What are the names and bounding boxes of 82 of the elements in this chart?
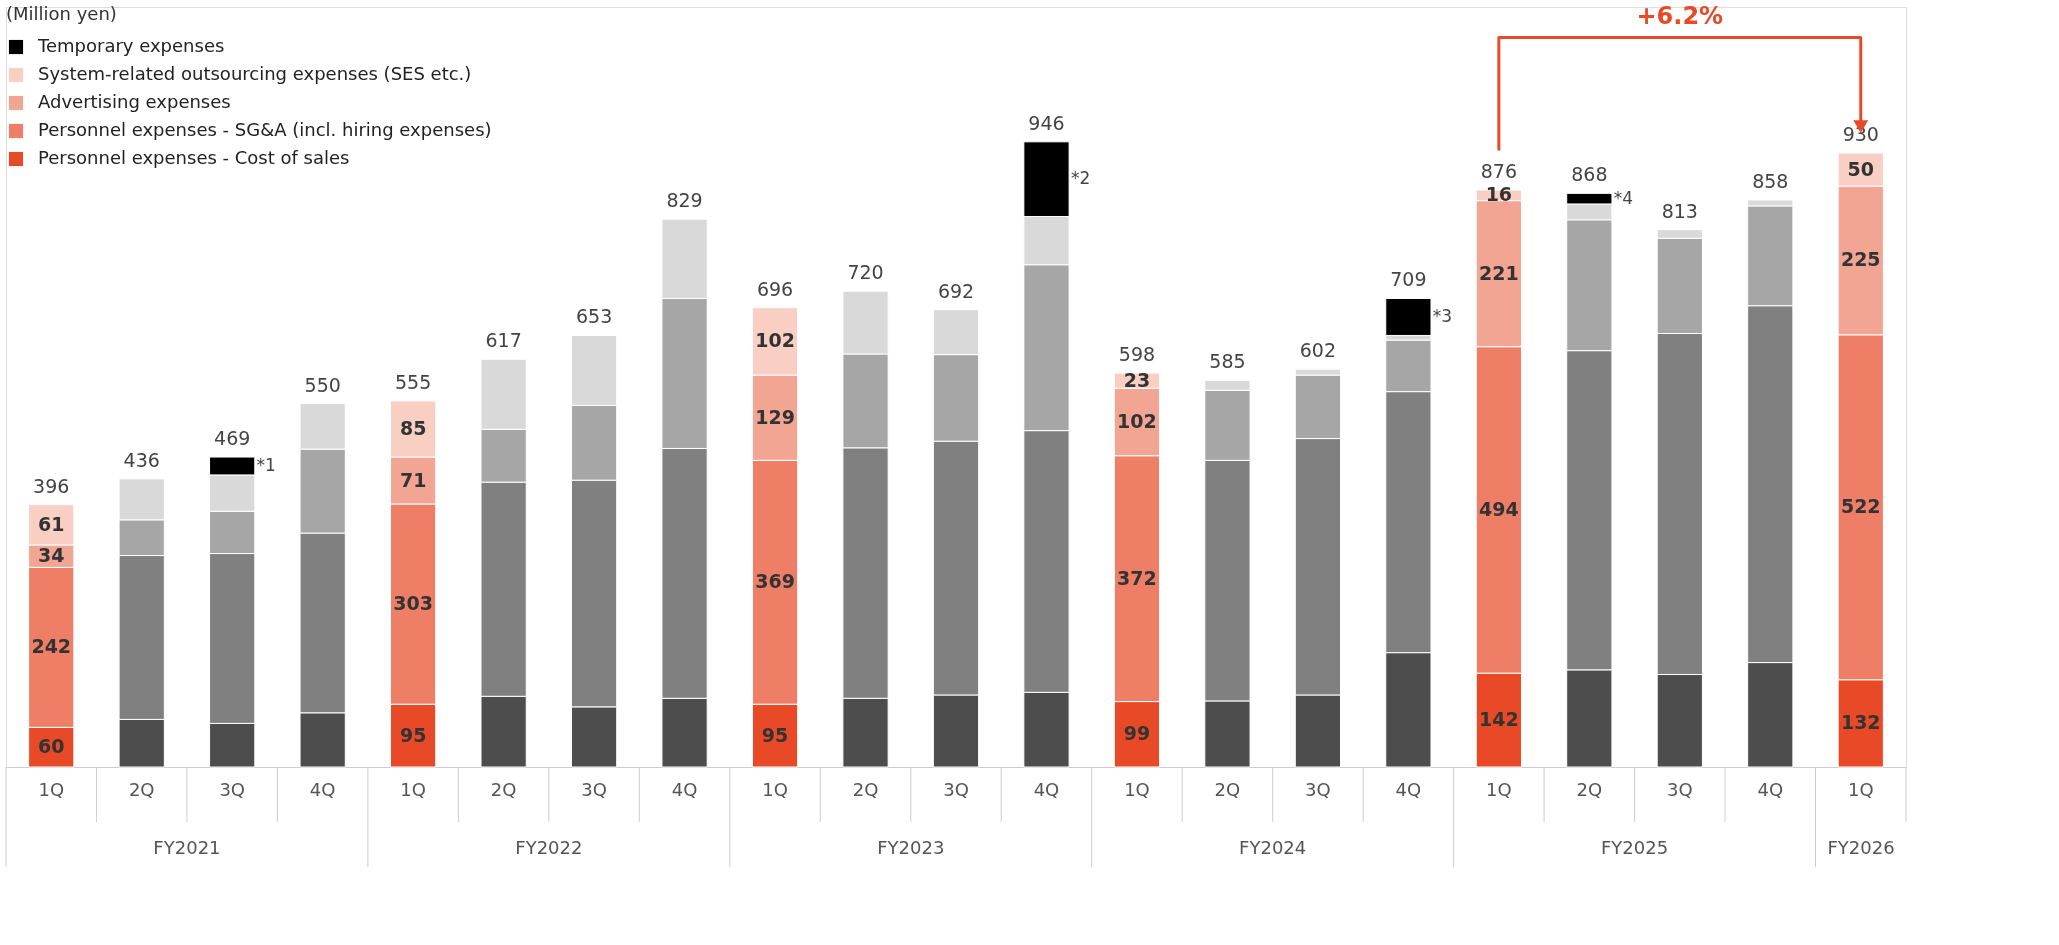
x-tick-label: 3Q	[1667, 778, 1693, 800]
x-tick-label: 3Q	[581, 778, 607, 800]
x-tick-label: 4Q	[1033, 778, 1060, 800]
annotation: *2	[1070, 168, 1091, 189]
data-label: 50	[1847, 157, 1874, 180]
x-tick-label: 2Q	[128, 778, 155, 800]
x-tick-label: 2Q	[490, 778, 517, 800]
x-tick-label: 3Q	[1305, 778, 1331, 800]
total-label: 653	[575, 305, 613, 328]
data-label: 494	[1479, 497, 1519, 520]
data-label: 303	[393, 592, 433, 615]
legend-label: Personnel expenses - Cost of sales	[38, 147, 350, 168]
total-label: 813	[1661, 199, 1698, 222]
data-label: 142	[1479, 708, 1519, 731]
x-tick-label: 1Q	[400, 778, 426, 800]
x-tick-label: 4Q	[309, 778, 336, 800]
total-label: 868	[1571, 163, 1608, 186]
total-label: 396	[33, 474, 70, 497]
x-tick-label: 1Q	[1847, 778, 1874, 800]
x-tick-label: 1Q	[38, 778, 65, 800]
total-label: 946	[1028, 111, 1065, 134]
total-label: 555	[395, 370, 432, 393]
data-label: 99	[1123, 722, 1151, 745]
data-label: 60	[38, 735, 65, 758]
x-tick-label: 3Q	[219, 778, 245, 800]
text: FY2026	[1827, 837, 1895, 858]
data-label: 522	[1840, 495, 1881, 518]
data-label: 129	[755, 405, 795, 428]
legend-label: System-related outsourcing expenses (SES etc.)	[38, 63, 472, 84]
annotation: *3	[1432, 305, 1453, 326]
data-label: 372	[1117, 566, 1157, 589]
text: FY2021	[153, 837, 221, 858]
total-label: 469	[214, 427, 251, 450]
legend-label: Temporary expenses	[37, 35, 225, 56]
data-label: 16	[1485, 183, 1513, 206]
total-label: 858	[1752, 169, 1789, 192]
legend-label: Personnel expenses - SG&A (incl. hiring expenses)	[38, 119, 492, 140]
data-label: 95	[761, 723, 789, 746]
total-label: 617	[485, 329, 522, 352]
total-label: 602	[1299, 339, 1337, 362]
total-label: 720	[847, 261, 884, 284]
text: FY2023	[877, 837, 945, 858]
total-label: 709	[1390, 268, 1427, 291]
total-label: 585	[1209, 350, 1246, 373]
data-label: 71	[399, 468, 427, 491]
data-label: 221	[1479, 261, 1519, 284]
x-tick-label: 1Q	[1124, 778, 1150, 800]
total-label: 598	[1118, 343, 1156, 366]
x-tick-label: 2Q	[1576, 778, 1603, 800]
total-label: 829	[666, 189, 703, 212]
legend-label: Advertising expenses	[38, 91, 231, 112]
total-label: 876	[1480, 160, 1517, 183]
y-axis-title: (Million yen)	[6, 3, 117, 24]
x-tick-label: 4Q	[1395, 778, 1422, 800]
data-label: 225	[1840, 248, 1881, 271]
annotation: *4	[1613, 187, 1634, 208]
data-label: 23	[1123, 368, 1151, 391]
x-tick-label: 1Q	[762, 778, 788, 800]
x-tick-label: 2Q	[852, 778, 879, 800]
x-tick-label: 4Q	[1757, 778, 1784, 800]
x-tick-label: 1Q	[1486, 778, 1512, 800]
text: FY2022	[515, 837, 583, 858]
data-label: 34	[38, 544, 65, 567]
data-label: 102	[1117, 410, 1157, 433]
data-label: 85	[399, 416, 427, 439]
total-label: 692	[937, 279, 975, 302]
data-label: 132	[1840, 711, 1881, 734]
text: FY2025	[1600, 837, 1669, 858]
x-tick-label: 3Q	[943, 778, 969, 800]
data-label: 369	[755, 570, 795, 593]
x-tick-label: 4Q	[671, 778, 698, 800]
total-label: 696	[756, 277, 794, 300]
annotation: +6.2%	[1636, 2, 1724, 31]
data-label: 95	[399, 723, 427, 746]
annotation: *1	[256, 454, 276, 475]
data-label: 102	[755, 329, 795, 352]
total-label: 550	[304, 373, 341, 396]
data-label: 242	[31, 635, 72, 658]
total-label: 436	[123, 448, 160, 471]
data-label: 61	[38, 512, 65, 535]
x-tick-label: 2Q	[1214, 778, 1241, 800]
text: FY2024	[1239, 837, 1307, 858]
